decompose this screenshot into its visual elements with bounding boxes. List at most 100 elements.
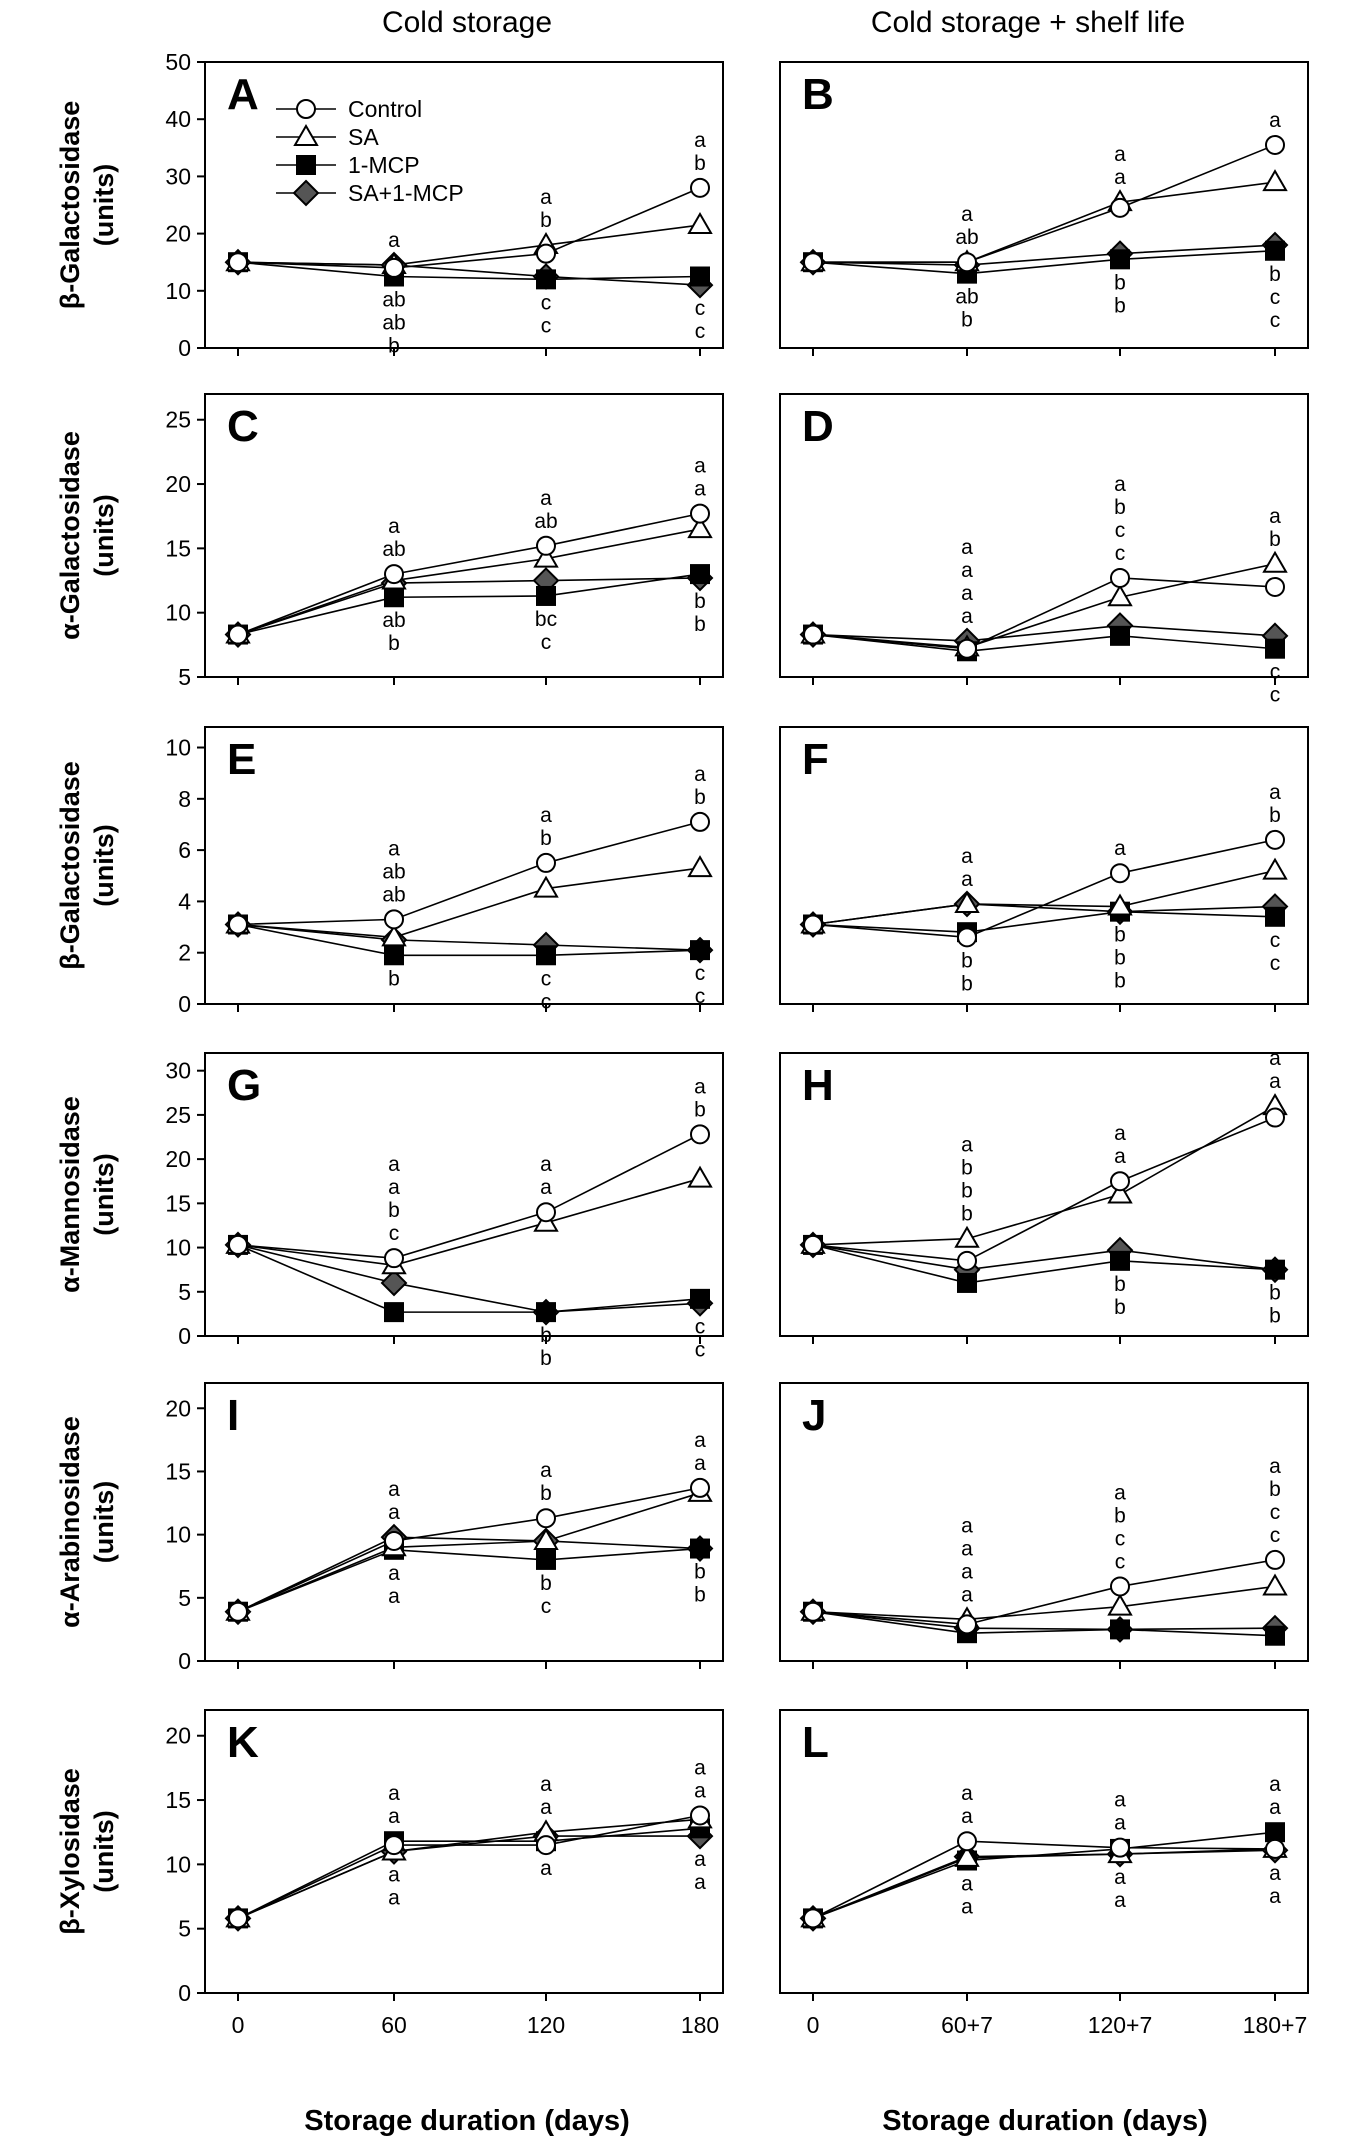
panel-g-sig-letter: b: [540, 1324, 552, 1347]
panel-d-line-1-mcp: [812, 633, 1276, 653]
panel-l-point-control: [803, 1908, 823, 1929]
panel-c-point-control: [536, 535, 556, 556]
panel-e-sig-letter: b: [694, 786, 706, 809]
panel-l-sig-letter: a: [1269, 1885, 1281, 1908]
panel-k-sig-letter: a: [540, 1796, 552, 1819]
panel-k-ytick-label: 0: [178, 1980, 191, 2006]
panel-h-point-control: [1265, 1107, 1285, 1128]
panel-a-ytick-label: 20: [165, 221, 191, 247]
panel-k-ytick-label: 15: [165, 1787, 191, 1813]
panel-e-ytick-label: 4: [178, 888, 191, 914]
panel-d-point-1-mcp: [1110, 625, 1130, 646]
panel-k-xtick-label: 120: [527, 2012, 565, 2038]
panel-f-frame: [779, 726, 1309, 1005]
panel-i-sig-letter: b: [694, 1584, 706, 1607]
panel-a-ytick-label: 50: [165, 49, 191, 75]
panel-h-sig-letter: a: [1269, 1047, 1281, 1070]
panel-b-sig-letter: b: [1114, 271, 1126, 294]
panel-d-sig-letter: a: [1114, 473, 1126, 496]
panel-c-ylabel-line: (units): [89, 494, 119, 576]
panel-j-letter: J: [802, 1391, 826, 1440]
panel-k-sig-letter: a: [388, 1805, 400, 1828]
panel-g-sig-letter: b: [694, 1098, 706, 1121]
panel-a-point-1-mcp: [690, 266, 710, 287]
panel-e-sig-letter: c: [541, 990, 552, 1013]
panel-c-sig-letter: a: [540, 487, 552, 510]
panel-g-point-control: [228, 1234, 248, 1255]
panel-d-sig-letter: a: [961, 536, 973, 559]
panel-e-point-control: [228, 914, 248, 935]
panel-b-sig-letter: ab: [955, 286, 978, 309]
panel-g-sig-letter: c: [389, 1222, 400, 1245]
panel-j-line-sa-1-mcp: [812, 1610, 1276, 1631]
panel-g-line-sa: [237, 1177, 701, 1267]
panel-b-line-sa-1-mcp: [812, 244, 1276, 266]
panel-i-frame: [204, 1382, 724, 1662]
column-title-left: Cold storage: [382, 6, 552, 39]
panel-g-point-1-mcp: [536, 1302, 556, 1323]
panel-d-sig-letter: c: [1115, 542, 1126, 565]
panel-a-ylabel: β-Galactosidase (units): [55, 101, 119, 310]
panel-i-point-control: [536, 1508, 556, 1529]
panel-g-ytick-label: 20: [165, 1146, 191, 1172]
panel-c-sig-letter: ab: [382, 538, 405, 561]
panel-g-sig-letter: a: [540, 1176, 552, 1199]
panel-a-point-control: [384, 257, 404, 278]
panel-g-sig-letter: a: [388, 1176, 400, 1199]
panel-d-frame: [779, 393, 1309, 678]
panel-j-point-control: [1265, 1549, 1285, 1570]
panel-e-ylabel-line: β-Galactosidase: [55, 761, 85, 970]
legend-marker-control: [296, 99, 316, 119]
panel-i-sig-letter: a: [388, 1585, 400, 1608]
panel-c-point-1-mcp: [384, 587, 404, 608]
panel-c-point-1-mcp: [536, 585, 556, 606]
panel-c-line-sa-1-mcp: [237, 577, 701, 636]
panel-i-sig-letter: b: [540, 1572, 552, 1595]
panel-b-point-sa: [1262, 169, 1288, 192]
panel-k-sig-letter: a: [388, 1864, 400, 1887]
panel-f-sig-letter: b: [1114, 947, 1126, 970]
panel-a-ytick-label: 40: [165, 106, 191, 132]
panel-k-sig-letter: a: [540, 1773, 552, 1796]
panel-j-point-1-mcp: [1265, 1625, 1285, 1646]
panel-j-sig-letter: c: [1115, 1527, 1126, 1550]
panel-a-ylabel-line: (units): [89, 164, 119, 246]
panel-l-sig-letter: a: [1114, 1789, 1126, 1812]
panel-b-point-control: [803, 252, 823, 273]
panel-h-line-1-mcp: [812, 1244, 1276, 1284]
panel-a-point-sa: [687, 212, 713, 235]
panel-i-point-control: [228, 1601, 248, 1622]
panel-g-ytick-label: 25: [165, 1102, 191, 1128]
panel-e-line-control: [237, 821, 701, 926]
panel-h-point-sa: [1107, 1181, 1133, 1204]
panel-b-sig-letter: b: [1114, 294, 1126, 317]
panel-i-point-sa: [533, 1527, 559, 1550]
panel-d-sig-letter: a: [961, 605, 973, 628]
panel-e-sig-letter: b: [388, 967, 400, 990]
panel-c-point-control: [690, 503, 710, 524]
x-axis-label-left: Storage duration (days): [304, 2105, 630, 2137]
panel-c-line-1-mcp: [237, 573, 701, 636]
panel-b-point-1-mcp: [1110, 249, 1130, 270]
panel-i-point-1-mcp: [690, 1538, 710, 1559]
panel-g-ytick-label: 15: [165, 1190, 191, 1216]
panel-h-letter: H: [802, 1061, 834, 1110]
panel-l-line-sa: [812, 1848, 1276, 1920]
panel-d-sig-letter: b: [1114, 496, 1126, 519]
panel-l-point-control: [1265, 1838, 1285, 1859]
panel-f-line-sa: [812, 869, 1276, 926]
panel-k-line-sa: [237, 1818, 701, 1920]
panel-b-sig-letter: c: [1270, 286, 1281, 309]
legend-marker-1-mcp: [296, 155, 316, 175]
panel-b-point-control: [1110, 197, 1130, 218]
panel-f-point-control: [803, 914, 823, 935]
panel-b-point-control: [957, 252, 977, 273]
panel-j-sig-letter: c: [1270, 1501, 1281, 1524]
panel-c-sig-letter: c: [541, 631, 552, 654]
panel-f-point-control: [957, 927, 977, 948]
panel-e-point-control: [690, 811, 710, 832]
panel-e-ylabel: β-Galactosidase (units): [55, 761, 119, 970]
panel-k-letter: K: [227, 1718, 259, 1767]
